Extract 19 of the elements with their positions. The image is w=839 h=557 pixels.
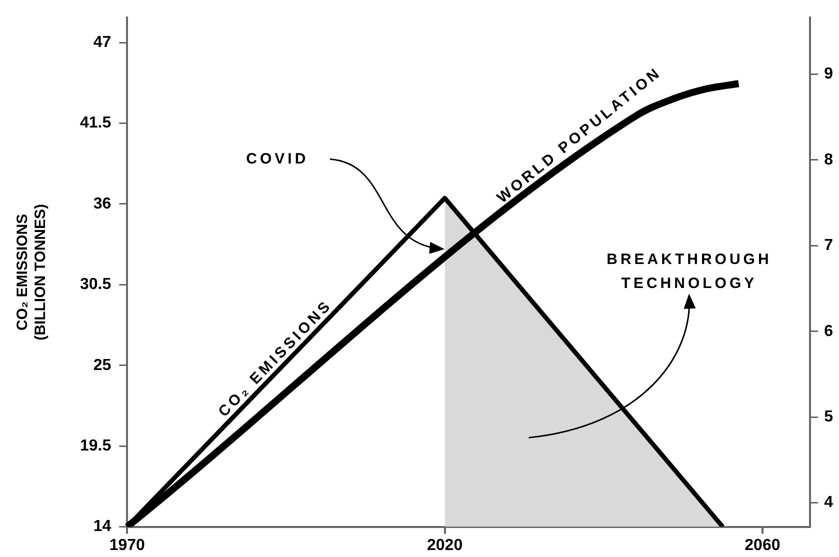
y-tick-label: 30.5 <box>80 276 112 294</box>
y-tick-label: 19.5 <box>80 437 112 454</box>
y-tick-label: 25 <box>93 356 112 374</box>
x-tick-label: 1970 <box>109 536 146 554</box>
annotation: COVID <box>246 150 309 168</box>
y-tick-label: 14 <box>93 518 112 536</box>
y-tick-label: 36 <box>93 195 112 212</box>
y2-tick-label: 6 <box>824 322 834 340</box>
y-axis-title: CO₂ EMISSIONS (BILLION TONNES) <box>14 204 50 340</box>
x-tick-label: 2020 <box>427 536 463 554</box>
y-tick-label: 41.5 <box>80 114 112 132</box>
y-tick-label: 47 <box>93 34 112 51</box>
y2-tick-label: 7 <box>824 237 834 254</box>
y2-tick-label: 4 <box>824 494 834 512</box>
x-tick-label: 2060 <box>744 536 780 554</box>
y2-tick-label: 5 <box>824 408 834 426</box>
annotation: BREAKTHROUGH TECHNOLOGY <box>606 250 772 292</box>
y2-tick-label: 8 <box>824 151 834 168</box>
y2-tick-label: 9 <box>824 66 834 83</box>
